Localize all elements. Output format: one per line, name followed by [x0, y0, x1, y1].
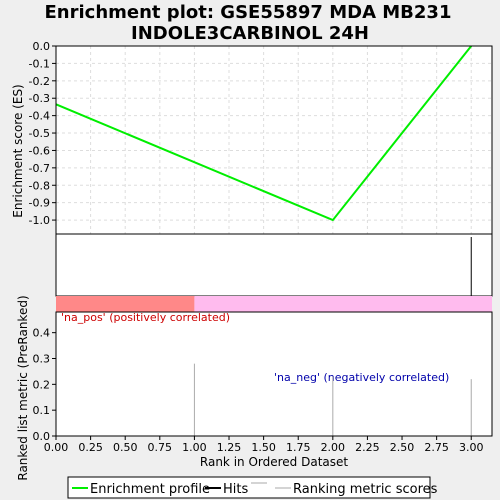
metric-y-tick-label: 0.4: [33, 327, 51, 340]
y-axis-labels: Enrichment score (ES) Ranked list metric…: [11, 84, 30, 480]
x-tick-label: 3.00: [459, 441, 484, 454]
x-tick-label: 2.25: [355, 441, 380, 454]
x-tick-label: 1.50: [251, 441, 276, 454]
positive-correlation-label: 'na_pos' (positively correlated): [61, 311, 230, 324]
metric-panel-border: [55, 311, 493, 437]
legend-enrichment-label: Enrichment profile: [90, 482, 210, 497]
legend-hits-label: Hits: [223, 482, 248, 497]
es-panel: 0.0 -0.1 -0.2 -0.3 -0.4 -0.5 -0.6 -0.7 -0.8 -0.9 -…: [29, 40, 493, 235]
x-tick-label: 1.75: [286, 441, 311, 454]
metric-y-tick-label: 0.2: [33, 378, 51, 391]
es-plot-area: [56, 46, 492, 234]
chart-title-line-2: INDOLE3CARBINOL 24H: [131, 23, 369, 44]
hits-panel-border: [55, 233, 493, 297]
x-axis: Rank in Ordered Dataset 0.00 0.25 0.50 0.75…: [44, 436, 484, 469]
enrichment-profile-line: [55, 45, 473, 222]
metric-y-tick-label: 0.3: [33, 353, 51, 366]
negative-correlation-label: 'na_neg' (negatively correlated): [274, 371, 449, 384]
chart-title-line-1: Enrichment plot: GSE55897 MDA MB231: [45, 2, 452, 23]
metric-panel: 'na_pos' (positively correlated) 'na_neg…: [33, 311, 493, 443]
x-tick-label: 1.25: [217, 441, 242, 454]
x-tick-label: 0.75: [148, 441, 173, 454]
metric-plot-area: [56, 312, 492, 436]
x-tick-label: 2.00: [321, 441, 346, 454]
x-tick-label: 1.00: [182, 441, 207, 454]
es-y-tick-label: -0.5: [29, 127, 50, 140]
x-tick-label: 0.00: [44, 441, 69, 454]
x-tick-label: 2.75: [424, 441, 449, 454]
es-y-tick-label: -0.2: [29, 75, 50, 88]
es-y-tick-label: -0.6: [29, 144, 50, 157]
x-tick-label: 0.50: [113, 441, 138, 454]
es-y-tick-label: 0.0: [33, 40, 51, 53]
es-y-tick-label: -0.3: [29, 92, 50, 105]
x-tick-label: 2.50: [390, 441, 415, 454]
x-tick-label: 0.25: [78, 441, 103, 454]
es-y-axis-label: Enrichment score (ES): [11, 84, 25, 217]
legend-box: [67, 476, 431, 499]
x-axis-label: Rank in Ordered Dataset: [200, 455, 348, 469]
positive-rank-segment: [56, 296, 195, 312]
negative-rank-segment: [194, 296, 492, 312]
legend: Enrichment profile Hits Ranking metric s…: [67, 476, 438, 499]
metric-y-tick-label: 0.1: [33, 404, 51, 417]
es-y-tick-label: -1.0: [29, 214, 50, 227]
metric-y-tick-label: 0.0: [33, 430, 51, 443]
chart-title: Enrichment plot: GSE55897 MDA MB231 INDO…: [45, 2, 452, 44]
metric-y-axis-label: Ranked list metric (PreRanked): [16, 295, 30, 480]
es-y-tick-label: -0.1: [29, 57, 50, 70]
ranking-gradient-bar: [56, 296, 492, 312]
es-y-tick-label: -0.9: [29, 197, 50, 210]
es-y-tick-label: -0.8: [29, 179, 50, 192]
legend-metric-label: Ranking metric scores: [293, 482, 438, 497]
es-y-tick-label: -0.7: [29, 162, 50, 175]
hits-panel: [55, 233, 493, 297]
es-y-tick-label: -0.4: [29, 110, 50, 123]
